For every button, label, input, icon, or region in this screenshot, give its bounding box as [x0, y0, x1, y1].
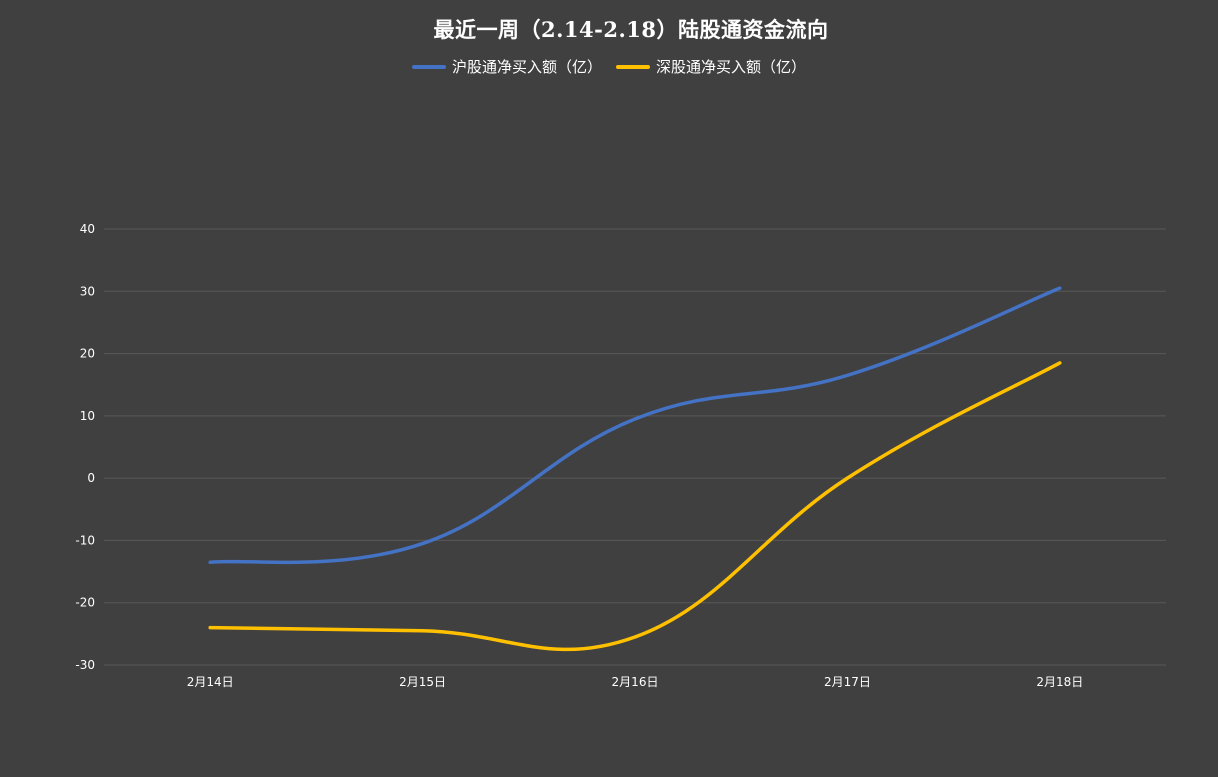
y-tick-label: 30	[80, 284, 95, 298]
y-tick-label: -30	[75, 658, 95, 672]
y-tick-label: -20	[75, 596, 95, 610]
data-point-0-4	[1058, 286, 1062, 290]
data-point-0-3	[845, 373, 849, 377]
x-tick-label: 2月16日	[612, 675, 659, 689]
legend-item-sh: 沪股通净买入额（亿）	[411, 56, 602, 77]
legend-label-sz: 深股通净买入额（亿）	[656, 58, 807, 76]
y-tick-label: 20	[80, 347, 95, 361]
data-point-0-1	[421, 542, 425, 546]
legend-label-sh: 沪股通净买入额（亿）	[451, 58, 602, 76]
y-tick-label: 0	[87, 471, 95, 485]
x-axis-ticks: 2月14日 2月15日 2月16日 2月17日 2月18日	[187, 675, 1084, 689]
x-tick-label: 2月14日	[187, 675, 234, 689]
y-axis-ticks: -30 -20 -10 0 10 20 30 40	[75, 222, 95, 672]
legend-item-sz: 深股通净买入额（亿）	[616, 56, 806, 77]
x-tick-label: 2月15日	[399, 675, 446, 689]
x-tick-label: 2月17日	[824, 675, 871, 689]
y-tick-label: -10	[75, 533, 95, 547]
legend: 沪股通净买入额（亿） 深股通净买入额（亿）	[0, 56, 1218, 77]
series-lines	[208, 286, 1062, 652]
series-line-0	[208, 286, 1062, 565]
y-tick-label: 40	[80, 222, 95, 236]
data-point-0-0	[208, 560, 212, 564]
data-point-1-0	[208, 626, 212, 630]
data-point-1-3	[845, 476, 849, 480]
data-point-1-1	[421, 629, 425, 633]
chart-title: 最近一周（2.14-2.18）陆股通资金流向	[433, 17, 829, 42]
data-point-0-2	[633, 417, 637, 421]
series-line-1	[208, 361, 1062, 652]
legend-swatch-sh	[411, 64, 446, 69]
data-point-1-4	[1058, 361, 1062, 365]
y-tick-label: 10	[80, 409, 95, 423]
data-point-1-2	[633, 635, 637, 639]
legend-swatch-sz	[616, 64, 650, 69]
gridlines	[104, 228, 1166, 666]
x-tick-label: 2月18日	[1036, 675, 1083, 689]
